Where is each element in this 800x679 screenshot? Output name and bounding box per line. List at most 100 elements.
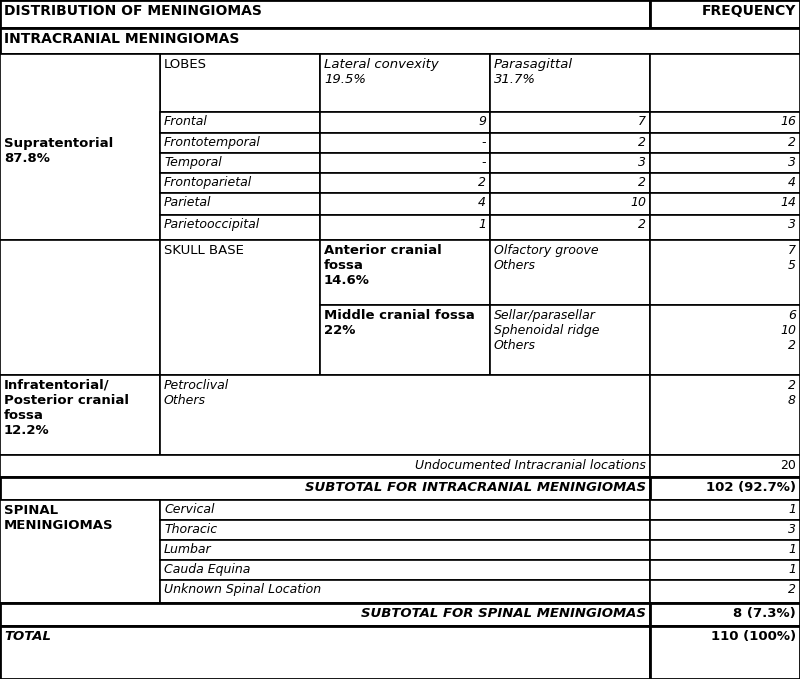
Bar	[650, 560, 800, 580]
Text: 102 (92.7%): 102 (92.7%)	[706, 481, 796, 494]
Text: Frontotemporal: Frontotemporal	[164, 136, 261, 149]
Text: Parietooccipital: Parietooccipital	[164, 218, 260, 231]
Text: Unknown Spinal Location: Unknown Spinal Location	[164, 583, 321, 596]
Text: 3: 3	[788, 218, 796, 231]
Text: DISTRIBUTION OF MENINGIOMAS: DISTRIBUTION OF MENINGIOMAS	[4, 4, 262, 18]
Text: Temporal: Temporal	[164, 156, 222, 169]
Text: 8 (7.3%): 8 (7.3%)	[734, 607, 796, 620]
Bar	[0, 477, 650, 500]
Bar	[0, 375, 160, 455]
Bar	[0, 500, 160, 603]
Text: Lumbar: Lumbar	[164, 543, 212, 556]
Text: Thoracic: Thoracic	[164, 523, 217, 536]
Bar	[320, 173, 490, 193]
Bar	[650, 477, 800, 500]
Bar	[650, 626, 800, 679]
Text: -: -	[482, 156, 486, 169]
Bar	[490, 193, 650, 215]
Text: FREQUENCY: FREQUENCY	[702, 4, 796, 18]
Text: Frontoparietal: Frontoparietal	[164, 176, 252, 189]
Bar	[490, 215, 650, 240]
Text: SUBTOTAL FOR INTRACRANIAL MENINGIOMAS: SUBTOTAL FOR INTRACRANIAL MENINGIOMAS	[305, 481, 646, 494]
Bar	[160, 112, 320, 133]
Bar	[320, 153, 490, 173]
Text: Petroclival
Others: Petroclival Others	[164, 379, 230, 407]
Text: TOTAL: TOTAL	[4, 630, 51, 643]
Bar	[160, 520, 650, 540]
Bar	[490, 133, 650, 153]
Text: 2: 2	[638, 218, 646, 231]
Text: Supratentorial
87.8%: Supratentorial 87.8%	[4, 137, 114, 165]
Bar	[0, 240, 160, 375]
Bar	[0, 54, 160, 240]
Bar	[160, 193, 320, 215]
Bar	[160, 580, 650, 603]
Bar	[650, 580, 800, 603]
Bar	[320, 54, 490, 112]
Text: 3: 3	[788, 156, 796, 169]
Bar	[160, 173, 320, 193]
Bar	[0, 455, 650, 477]
Bar	[160, 153, 320, 173]
Bar	[650, 305, 800, 375]
Bar	[490, 153, 650, 173]
Text: Sellar/parasellar
Sphenoidal ridge
Others: Sellar/parasellar Sphenoidal ridge Other…	[494, 309, 599, 352]
Text: 10: 10	[630, 196, 646, 209]
Text: SKULL BASE: SKULL BASE	[164, 244, 244, 257]
Text: 2
8: 2 8	[788, 379, 796, 407]
Bar	[0, 603, 650, 626]
Bar	[650, 500, 800, 520]
Bar	[650, 173, 800, 193]
Text: 3: 3	[638, 156, 646, 169]
Bar	[650, 193, 800, 215]
Bar	[160, 560, 650, 580]
Bar	[490, 305, 650, 375]
Bar	[0, 28, 800, 54]
Bar	[320, 112, 490, 133]
Text: Lateral convexity
19.5%: Lateral convexity 19.5%	[324, 58, 438, 86]
Bar	[650, 455, 800, 477]
Text: 1: 1	[788, 543, 796, 556]
Text: Undocumented Intracranial locations: Undocumented Intracranial locations	[415, 459, 646, 472]
Text: Frontal: Frontal	[164, 115, 208, 128]
Bar	[490, 173, 650, 193]
Text: 110 (100%): 110 (100%)	[711, 630, 796, 643]
Bar	[160, 215, 320, 240]
Bar	[650, 540, 800, 560]
Text: -: -	[482, 136, 486, 149]
Text: LOBES: LOBES	[164, 58, 207, 71]
Text: 20: 20	[780, 459, 796, 472]
Text: Cauda Equina: Cauda Equina	[164, 563, 250, 576]
Text: 3: 3	[788, 523, 796, 536]
Bar	[650, 215, 800, 240]
Bar	[160, 240, 320, 375]
Bar	[650, 54, 800, 112]
Bar	[650, 133, 800, 153]
Bar	[320, 240, 490, 305]
Bar	[160, 500, 650, 520]
Bar	[320, 133, 490, 153]
Text: Olfactory groove
Others: Olfactory groove Others	[494, 244, 598, 272]
Text: 1: 1	[788, 563, 796, 576]
Bar	[650, 520, 800, 540]
Text: 6
10
2: 6 10 2	[780, 309, 796, 352]
Bar	[490, 54, 650, 112]
Bar	[490, 112, 650, 133]
Text: Middle cranial fossa
22%: Middle cranial fossa 22%	[324, 309, 474, 337]
Text: 2: 2	[638, 176, 646, 189]
Bar	[320, 193, 490, 215]
Bar	[650, 375, 800, 455]
Bar	[160, 375, 650, 455]
Bar	[0, 626, 650, 679]
Bar	[490, 240, 650, 305]
Text: Parasagittal
31.7%: Parasagittal 31.7%	[494, 58, 573, 86]
Text: Parietal: Parietal	[164, 196, 211, 209]
Text: 1: 1	[788, 503, 796, 516]
Bar	[650, 112, 800, 133]
Bar	[320, 305, 490, 375]
Bar	[650, 603, 800, 626]
Text: 7: 7	[638, 115, 646, 128]
Text: 9: 9	[478, 115, 486, 128]
Text: SUBTOTAL FOR SPINAL MENINGIOMAS: SUBTOTAL FOR SPINAL MENINGIOMAS	[361, 607, 646, 620]
Text: 2: 2	[478, 176, 486, 189]
